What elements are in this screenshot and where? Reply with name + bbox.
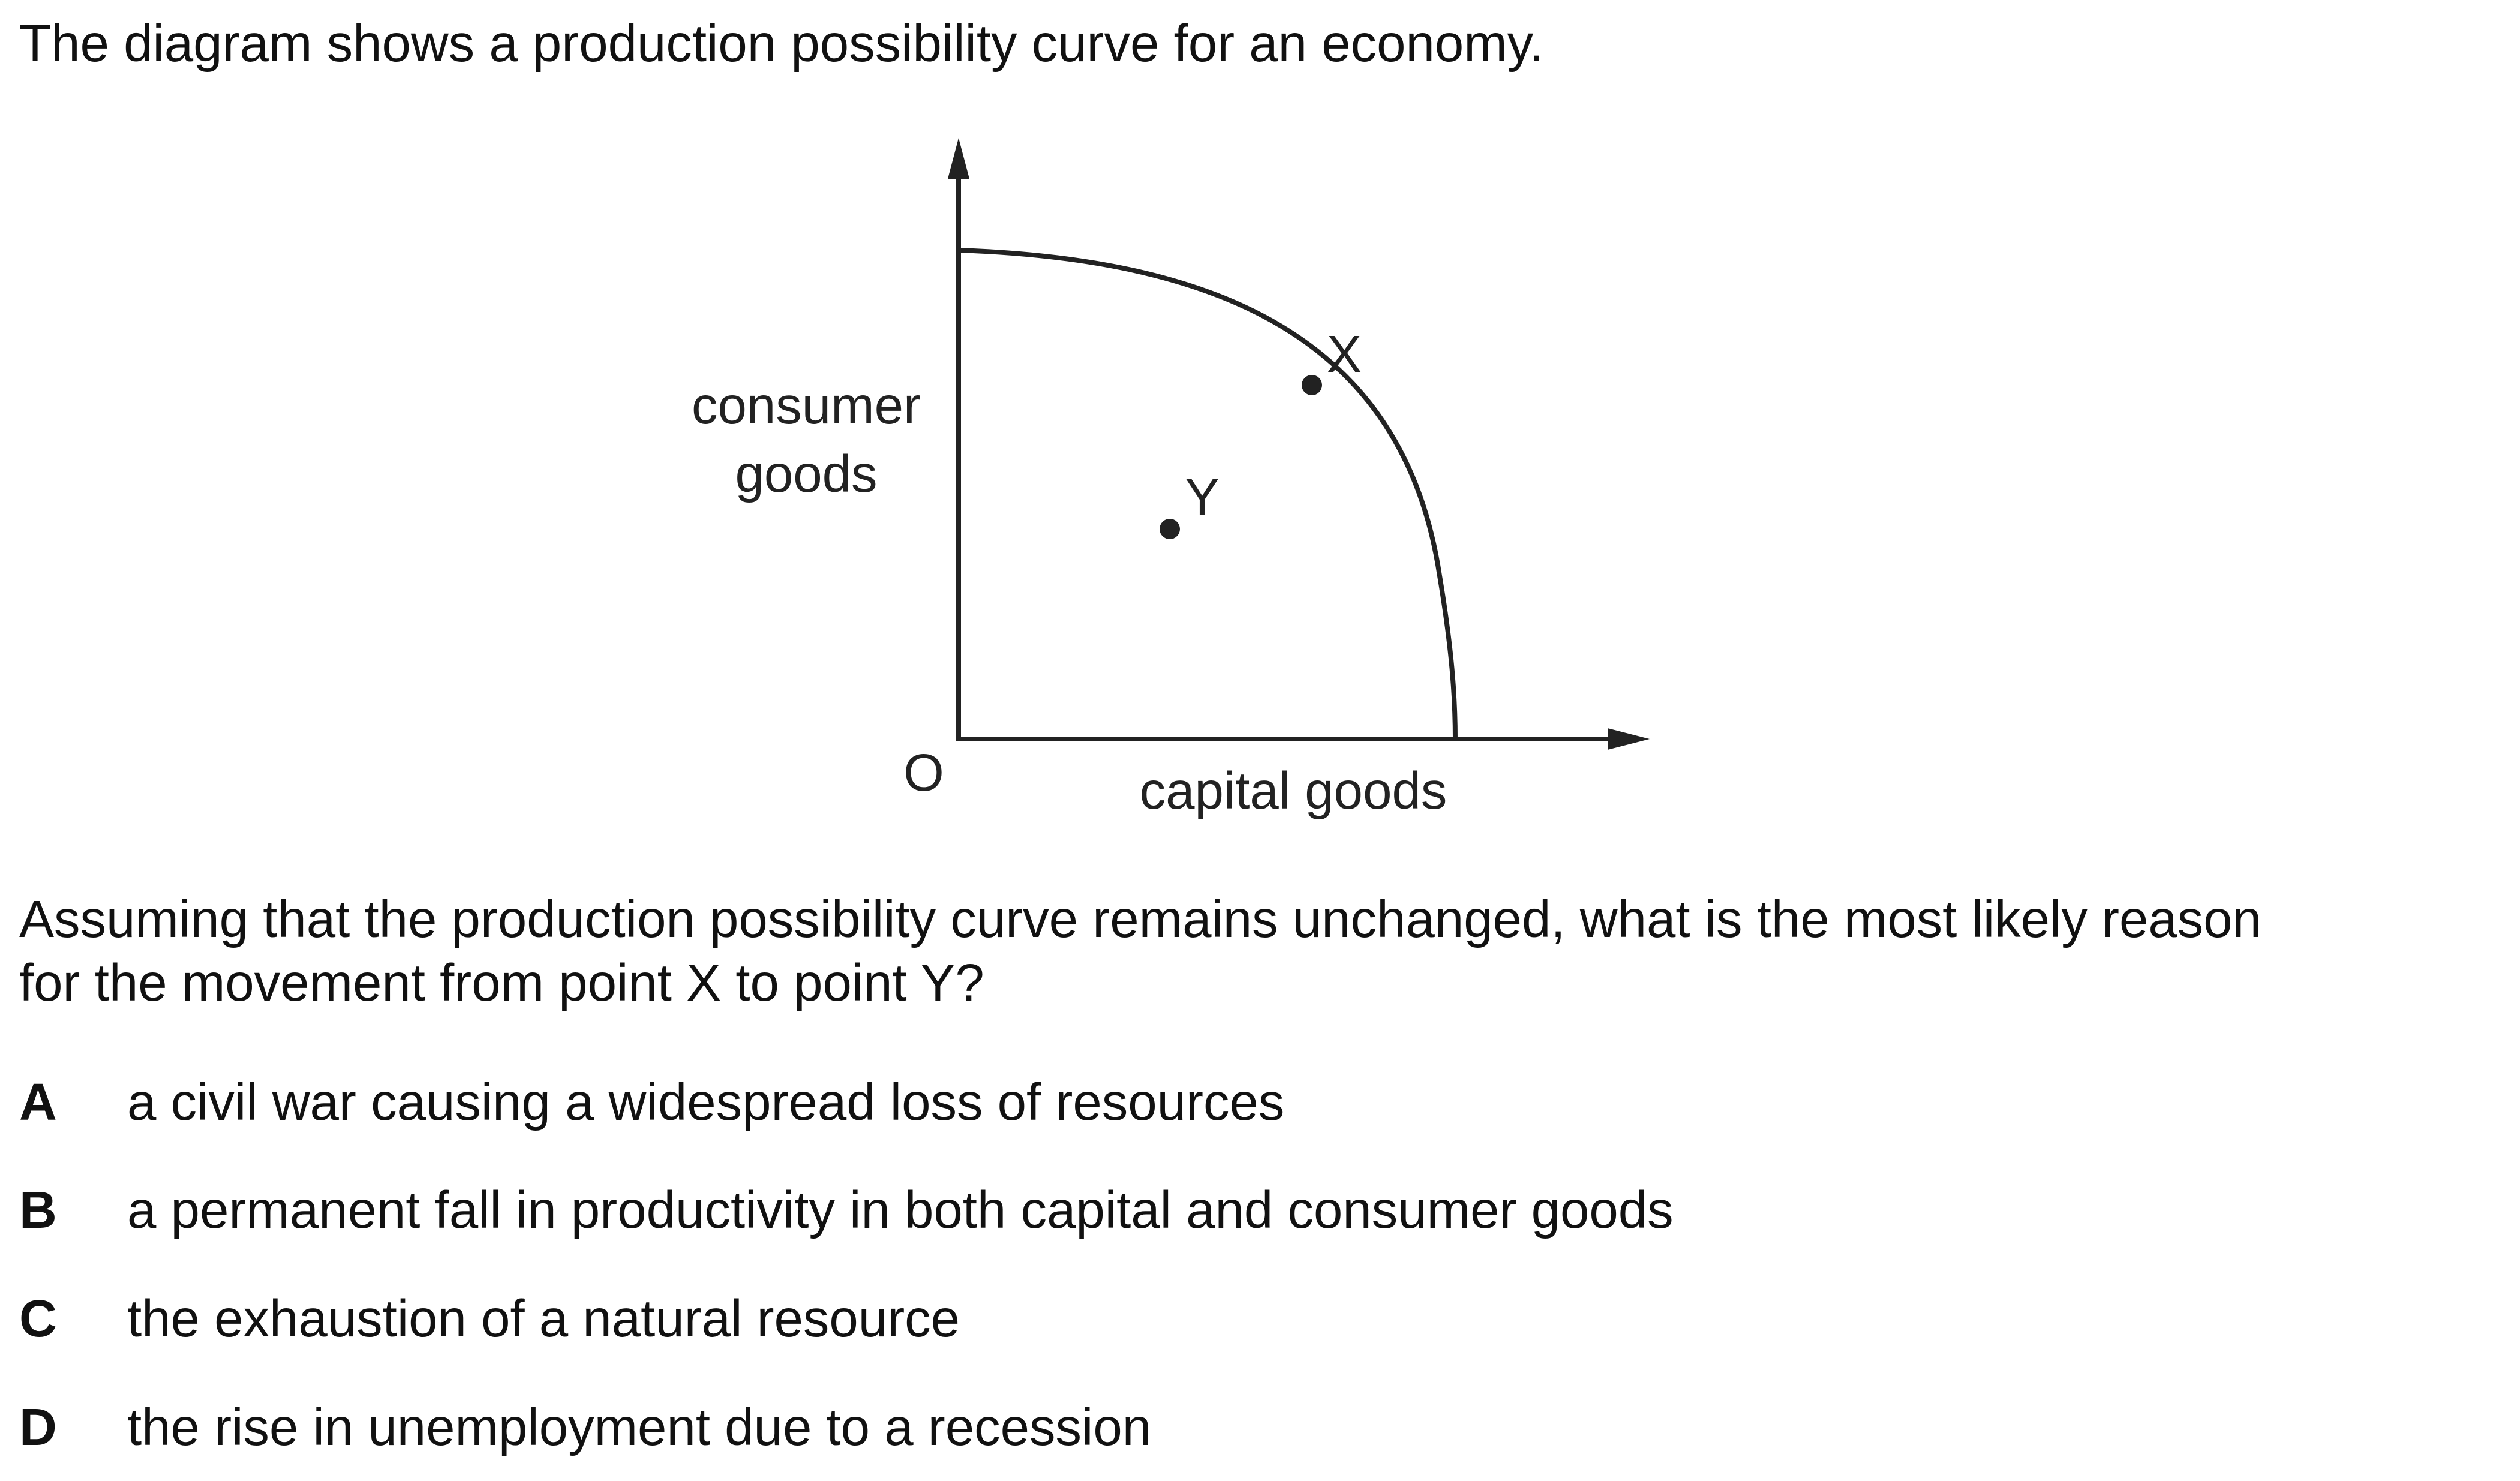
x-axis-label: capital goods	[1140, 762, 1447, 820]
question-text: Assuming that the production possibility…	[19, 888, 2479, 1015]
point-y-label: Y	[1185, 468, 1220, 526]
point-y-dot	[1160, 519, 1180, 539]
question-line-1: Assuming that the production possibility…	[19, 890, 2262, 948]
option-text: the rise in unemployment due to a recess…	[127, 1398, 1152, 1456]
option-text: a civil war causing a widespread loss of…	[127, 1073, 1285, 1131]
x-axis-arrowhead	[1608, 728, 1650, 750]
option-letter: A	[19, 1073, 57, 1131]
option-letter: B	[19, 1181, 57, 1239]
ppc-diagram: X Y consumer goods O capital goods	[692, 138, 1650, 820]
option-text: a permanent fall in productivity in both…	[127, 1181, 1674, 1239]
point-x-dot	[1302, 375, 1322, 395]
origin-label: O	[903, 744, 944, 802]
y-axis-label-line1: consumer	[692, 377, 921, 435]
option-letter: D	[19, 1398, 57, 1456]
option-letter: C	[19, 1290, 57, 1348]
intro-text: The diagram shows a production possibili…	[19, 14, 1544, 73]
option-text: the exhaustion of a natural resource	[127, 1290, 960, 1348]
y-axis-arrowhead	[948, 138, 969, 179]
point-x-label: X	[1327, 325, 1362, 383]
production-possibility-curve	[958, 248, 1458, 740]
question-line-2: for the movement from point X to point Y…	[19, 954, 984, 1012]
y-axis-label-line2: goods	[735, 445, 877, 503]
